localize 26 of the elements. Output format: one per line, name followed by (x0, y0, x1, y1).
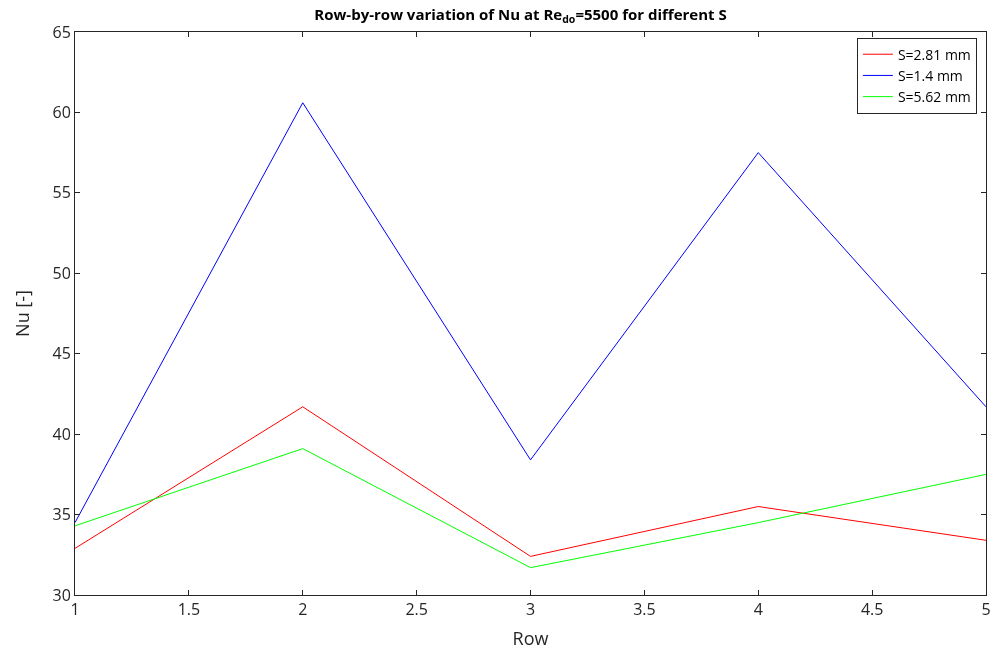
x-tick-label: 3.5 (633, 598, 656, 621)
line-series (75, 448, 986, 569)
chart-title: Row-by-row variation of Nu at Re$_{do}$=5500 for different S (314, 4, 727, 27)
x-tick-label: 2 (298, 598, 308, 621)
x-tick-label: 3 (525, 598, 536, 621)
y-tick-label: 60 (52, 101, 71, 124)
x-tick-label: 1 (70, 598, 80, 621)
x-tick-label: 4.5 (860, 598, 884, 621)
y-tick-label: 35 (52, 503, 71, 526)
legend-label: S=5.62 mm (897, 87, 971, 107)
y-tick-label: 55 (52, 181, 71, 204)
line-series (75, 406, 986, 557)
legend-label: S=1.4 mm (897, 65, 963, 85)
y-tick-label: 45 (52, 342, 71, 365)
x-tick-label: 2.5 (405, 598, 428, 621)
legend-label: S=2.81 mm (897, 44, 971, 64)
y-tick-label: 65 (52, 20, 71, 43)
x-axis-title: Row (512, 626, 549, 650)
x-tick-label: 1.5 (177, 598, 201, 621)
y-tick-label: 50 (52, 261, 71, 284)
y-tick-label: 30 (52, 583, 71, 606)
y-axis-title: Nu [-] (10, 290, 34, 337)
x-tick-label: 4 (753, 598, 763, 621)
y-tick-label: 40 (52, 422, 71, 445)
x-tick-label: 5 (981, 598, 991, 621)
line-series (75, 102, 986, 524)
